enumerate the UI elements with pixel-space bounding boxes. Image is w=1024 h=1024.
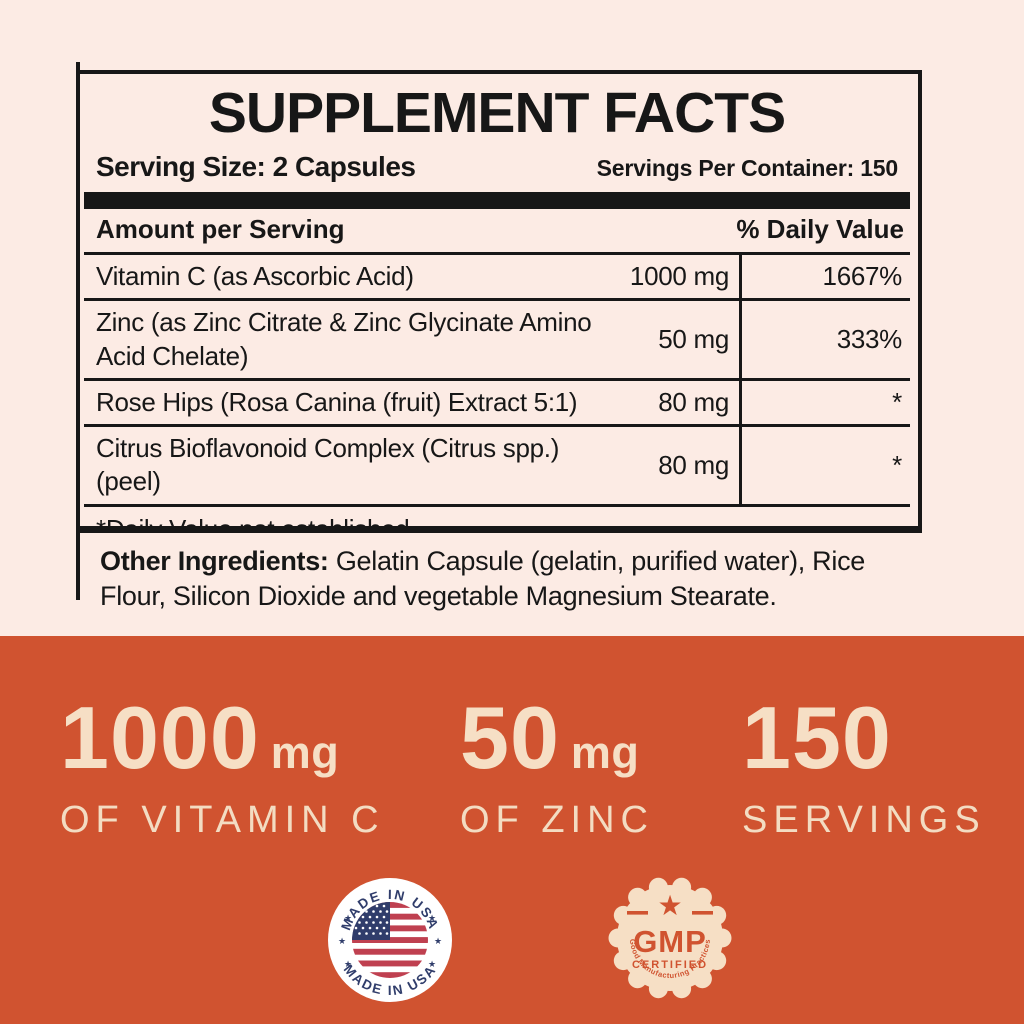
highlight-zinc: 50 mg OF ZINC (460, 694, 654, 842)
panel-left-border (76, 62, 80, 600)
made-in-usa-badge: MADE IN USA MADE IN USA ★ ★ ★ ★ ★ ★ (328, 878, 452, 1002)
svg-text:★: ★ (428, 960, 436, 970)
other-ingredients-label: Other Ingredients: (100, 546, 329, 576)
highlight-value: 50 (460, 688, 560, 787)
gmp-star-icon: ★ (657, 889, 682, 922)
divider-bar (84, 192, 910, 209)
highlight-label: SERVINGS (742, 799, 986, 841)
highlight-number: 150 (742, 694, 986, 782)
ingredient-daily-value: 1667% (739, 255, 910, 299)
svg-text:★: ★ (428, 914, 436, 924)
ingredient-amount: 50 mg (658, 324, 729, 355)
other-ingredients: Other Ingredients: Gelatin Capsule (gela… (80, 544, 912, 614)
svg-text:★: ★ (344, 914, 352, 924)
highlight-number: 50 mg (460, 694, 654, 782)
panel-title: SUPPLEMENT FACTS (208, 81, 786, 145)
highlight-label: OF VITAMIN C (60, 799, 385, 841)
header-daily-value: % Daily Value (736, 214, 904, 244)
highlight-vitamin-c: 1000 mg OF VITAMIN C (60, 694, 385, 842)
svg-text:★: ★ (434, 937, 442, 947)
gmp-subtitle: CERTIFIED (632, 959, 708, 971)
usa-flag-seal-icon: MADE IN USA MADE IN USA ★★★ ★★★ (328, 878, 452, 1002)
ingredient-name: Zinc (as Zinc Citrate & Zinc Glycinate A… (96, 307, 592, 371)
highlight-label: OF ZINC (460, 799, 654, 841)
svg-text:★: ★ (338, 937, 346, 947)
other-ingredients-text: Gelatin Capsule (gelatin, purified water… (100, 546, 865, 612)
gmp-left-line (627, 911, 648, 915)
ingredient-daily-value: * (739, 427, 910, 504)
table-row: Rose Hips (Rosa Canina (fruit) Extract 5… (84, 380, 910, 428)
orange-banner (0, 636, 1024, 1024)
ingredient-amount: 80 mg (658, 449, 729, 480)
ingredient-amount: 80 mg (658, 386, 729, 417)
svg-text:★: ★ (344, 960, 352, 970)
highlight-unit: mg (270, 727, 340, 778)
highlight-servings: 150 SERVINGS (742, 694, 986, 842)
header-amount-per-serving: Amount per Serving (96, 214, 345, 244)
highlight-value: 1000 (60, 688, 260, 787)
table-row: Zinc (as Zinc Citrate & Zinc Glycinate A… (84, 301, 910, 381)
servings-per-container: Servings Per Container: 150 (596, 155, 899, 181)
gmp-right-line (692, 911, 713, 915)
ingredient-daily-value: * (739, 380, 910, 425)
highlight-number: 1000 mg (60, 694, 385, 782)
gmp-certified-badge: ★ GMP CERTIFIED Good Manufacturing Pract… (600, 868, 740, 1008)
us-flag-icon (352, 902, 428, 978)
serving-size: Serving Size: 2 Capsules (96, 151, 416, 182)
ingredient-name: Rose Hips (Rosa Canina (fruit) Extract 5… (96, 386, 578, 417)
ingredient-name: Vitamin C (as Ascorbic Acid) (96, 261, 414, 291)
table-row: Citrus Bioflavonoid Complex (Citrus spp.… (84, 427, 910, 507)
serving-row: Serving Size: 2 Capsules Servings Per Co… (96, 151, 898, 183)
highlight-value: 150 (742, 688, 892, 787)
daily-value-footnote: *Daily Value not established. (96, 513, 417, 533)
facts-table: Amount per Serving % Daily Value Vitamin… (84, 209, 910, 533)
supplement-facts-panel: SUPPLEMENT FACTS Serving Size: 2 Capsule… (76, 70, 922, 533)
gmp-seal-icon: ★ GMP CERTIFIED Good Manufacturing Pract… (608, 877, 732, 999)
usa-badge-stars-icon: ★ ★ ★ ★ ★ ★ (338, 914, 442, 970)
highlight-unit: mg (570, 727, 640, 778)
ingredient-amount: 1000 mg (629, 261, 729, 292)
ingredient-daily-value: 333% (739, 301, 910, 378)
ingredient-name: Citrus Bioflavonoid Complex (Citrus spp.… (96, 433, 560, 497)
table-row: Vitamin C (as Ascorbic Acid) 1000 mg 166… (84, 255, 910, 302)
gmp-title: GMP (633, 924, 707, 959)
table-header: Amount per Serving % Daily Value (84, 209, 910, 255)
